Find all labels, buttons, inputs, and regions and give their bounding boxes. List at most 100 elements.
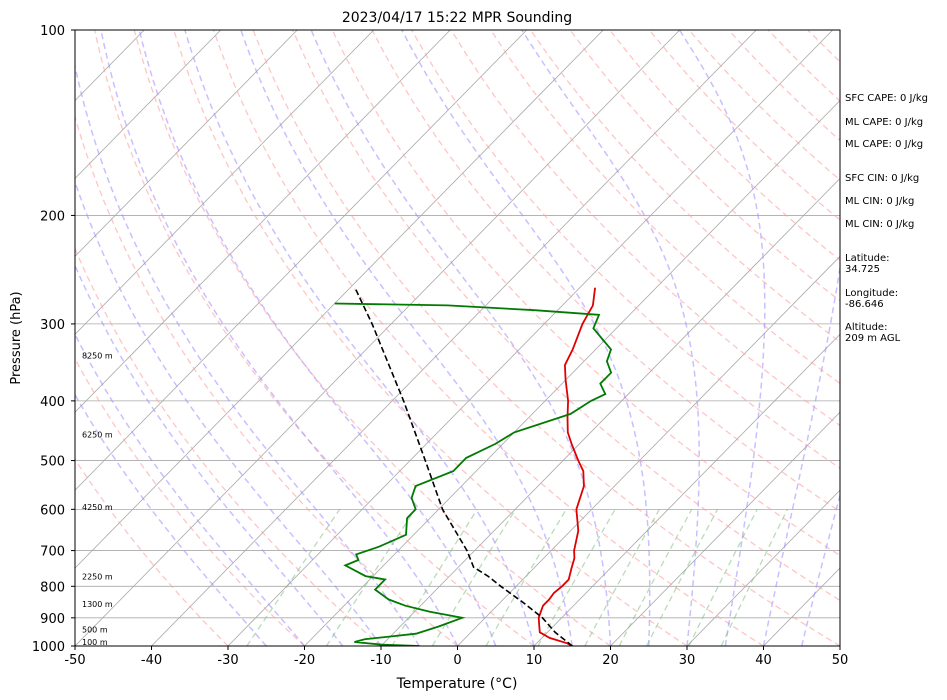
dry-adiabat-line: [212, 30, 764, 646]
x-tick-label: -10: [370, 653, 391, 668]
x-tick-label: -50: [64, 653, 85, 668]
x-tick-label: -40: [141, 653, 162, 668]
y-axis-label: Pressure (hPa): [9, 291, 24, 384]
isotherm-line: [75, 30, 451, 413]
mixing-ratio-line: [431, 508, 517, 646]
altitude-text: Altitude: 209 m AGL: [845, 322, 901, 344]
mixing-ratio-line: [485, 508, 567, 646]
isotherm-line: [686, 489, 840, 646]
mixing-ratio-line: [391, 508, 478, 646]
height-labels: 100 m 500 m 1300 m 2250 m 4250 m 6250 m 8250 m: [82, 352, 113, 647]
moist-adiabat-line: [762, 262, 840, 646]
isotherm-line: [75, 30, 222, 180]
dry-adiabat-line: [331, 30, 840, 557]
temperature-line: [537, 287, 596, 646]
mixing-ratio-line: [537, 508, 616, 646]
moist-adiabat-line: [801, 492, 840, 646]
moist-adiabat-line: [138, 30, 497, 646]
isotherm-line: [151, 30, 757, 646]
x-tick-label: 20: [602, 653, 619, 668]
isotherm-line: [227, 30, 834, 646]
ml-cape-text: ML CAPE: 0 J/kg: [845, 117, 924, 128]
sounding-lines: [334, 287, 613, 646]
isotherm-line: [304, 99, 840, 646]
isotherm-line: [380, 177, 840, 646]
y-tick-label: 400: [40, 395, 65, 410]
dry-adiabat-line: [450, 30, 840, 427]
moist-adiabat-line: [521, 30, 700, 646]
y-tick-label: 300: [40, 318, 65, 333]
ml-cin-text: ML CIN: 0 J/kg: [845, 196, 915, 207]
isotherm-line: [75, 30, 604, 569]
dry-adiabat-line: [371, 30, 840, 513]
height-label: 4250 m: [82, 503, 113, 512]
y-tick-label: 700: [40, 545, 65, 560]
longitude-text: Longitude: -86.646: [845, 288, 899, 310]
chart-title: 2023/04/17 15:22 MPR Sounding: [342, 10, 572, 26]
height-label: 1300 m: [82, 600, 113, 609]
dry-adiabat-line: [75, 357, 305, 646]
height-label: 8250 m: [82, 352, 113, 361]
dry-adiabat-line: [569, 30, 840, 302]
moist-adiabat-line: [75, 179, 382, 646]
moist-adiabat-line: [184, 30, 535, 646]
mixing-ratio-line: [720, 509, 789, 646]
x-tick-label: 10: [526, 653, 543, 668]
x-tick-label: 50: [832, 653, 849, 668]
dry-adiabat-line: [252, 30, 840, 646]
mixing-ratio-line: [325, 508, 416, 646]
moist-adiabat-line: [100, 30, 459, 646]
mixing-ratio-line: [618, 508, 693, 646]
dry-adiabat-line: [173, 30, 688, 646]
latitude-text: Latitude: 34.725: [845, 253, 890, 275]
moist-adiabat-line: [75, 62, 420, 646]
ml-cape-text-2: ML CAPE: 0 J/kg: [845, 139, 924, 150]
y-tick-label: 800: [40, 580, 65, 595]
mixing-ratio-line: [584, 508, 660, 646]
isotherm-line: [75, 30, 528, 491]
x-tick-label: 0: [453, 653, 461, 668]
dry-adiabat-line: [75, 114, 458, 646]
moist-adiabat-line: [310, 30, 612, 646]
dry-adiabat-line: [133, 30, 611, 646]
parcel-line: [355, 289, 573, 646]
height-label: 6250 m: [82, 430, 113, 439]
plot-frame: [74, 29, 841, 647]
isotherm-line: [457, 255, 840, 646]
dry-adiabat-line: [292, 30, 840, 602]
mixing-ratio-line: [646, 508, 719, 646]
isotherm-line: [75, 30, 375, 335]
dry-adiabat-line: [411, 30, 840, 469]
x-tick-label: 40: [755, 653, 772, 668]
sfc-cape-text: SFC CAPE: 0 J/kg: [845, 93, 928, 104]
height-label: 500 m: [82, 626, 108, 635]
moist-adiabat-line: [401, 30, 651, 646]
x-tick-label: -20: [294, 653, 315, 668]
mixing-ratio-line: [246, 508, 341, 646]
dewpoint-line: [334, 302, 613, 646]
isotherm-line: [75, 30, 298, 257]
dry-adiabat-line: [490, 30, 840, 385]
background-lines: [75, 30, 840, 646]
x-axis-label: Temperature (°C): [396, 676, 518, 692]
y-tick-label: 1000: [32, 640, 65, 655]
x-tick-label: 30: [679, 653, 696, 668]
dry-adiabat-line: [529, 30, 840, 343]
mixing-ratio-line: [688, 509, 758, 646]
y-tick-label: 900: [40, 612, 65, 627]
height-label: 2250 m: [82, 573, 113, 582]
isotherm-line: [75, 30, 681, 646]
height-label: 100 m: [82, 638, 108, 647]
y-tick-label: 100: [40, 24, 65, 39]
ml-cin-text-2: ML CIN: 0 J/kg: [845, 219, 915, 230]
y-tick-label: 600: [40, 503, 65, 518]
dry-adiabat-line: [75, 247, 382, 646]
dry-adiabat-line: [93, 30, 535, 646]
isotherm-line: [610, 411, 840, 646]
axis-ticks: -50 -40 -30 -20 -10 0 10 20 30 40 50 1000 900 800 700 6…: [32, 24, 848, 668]
moist-adiabat-line: [678, 30, 766, 646]
y-tick-label: 500: [40, 455, 65, 470]
x-tick-label: -30: [217, 653, 238, 668]
y-tick-label: 200: [40, 209, 65, 224]
